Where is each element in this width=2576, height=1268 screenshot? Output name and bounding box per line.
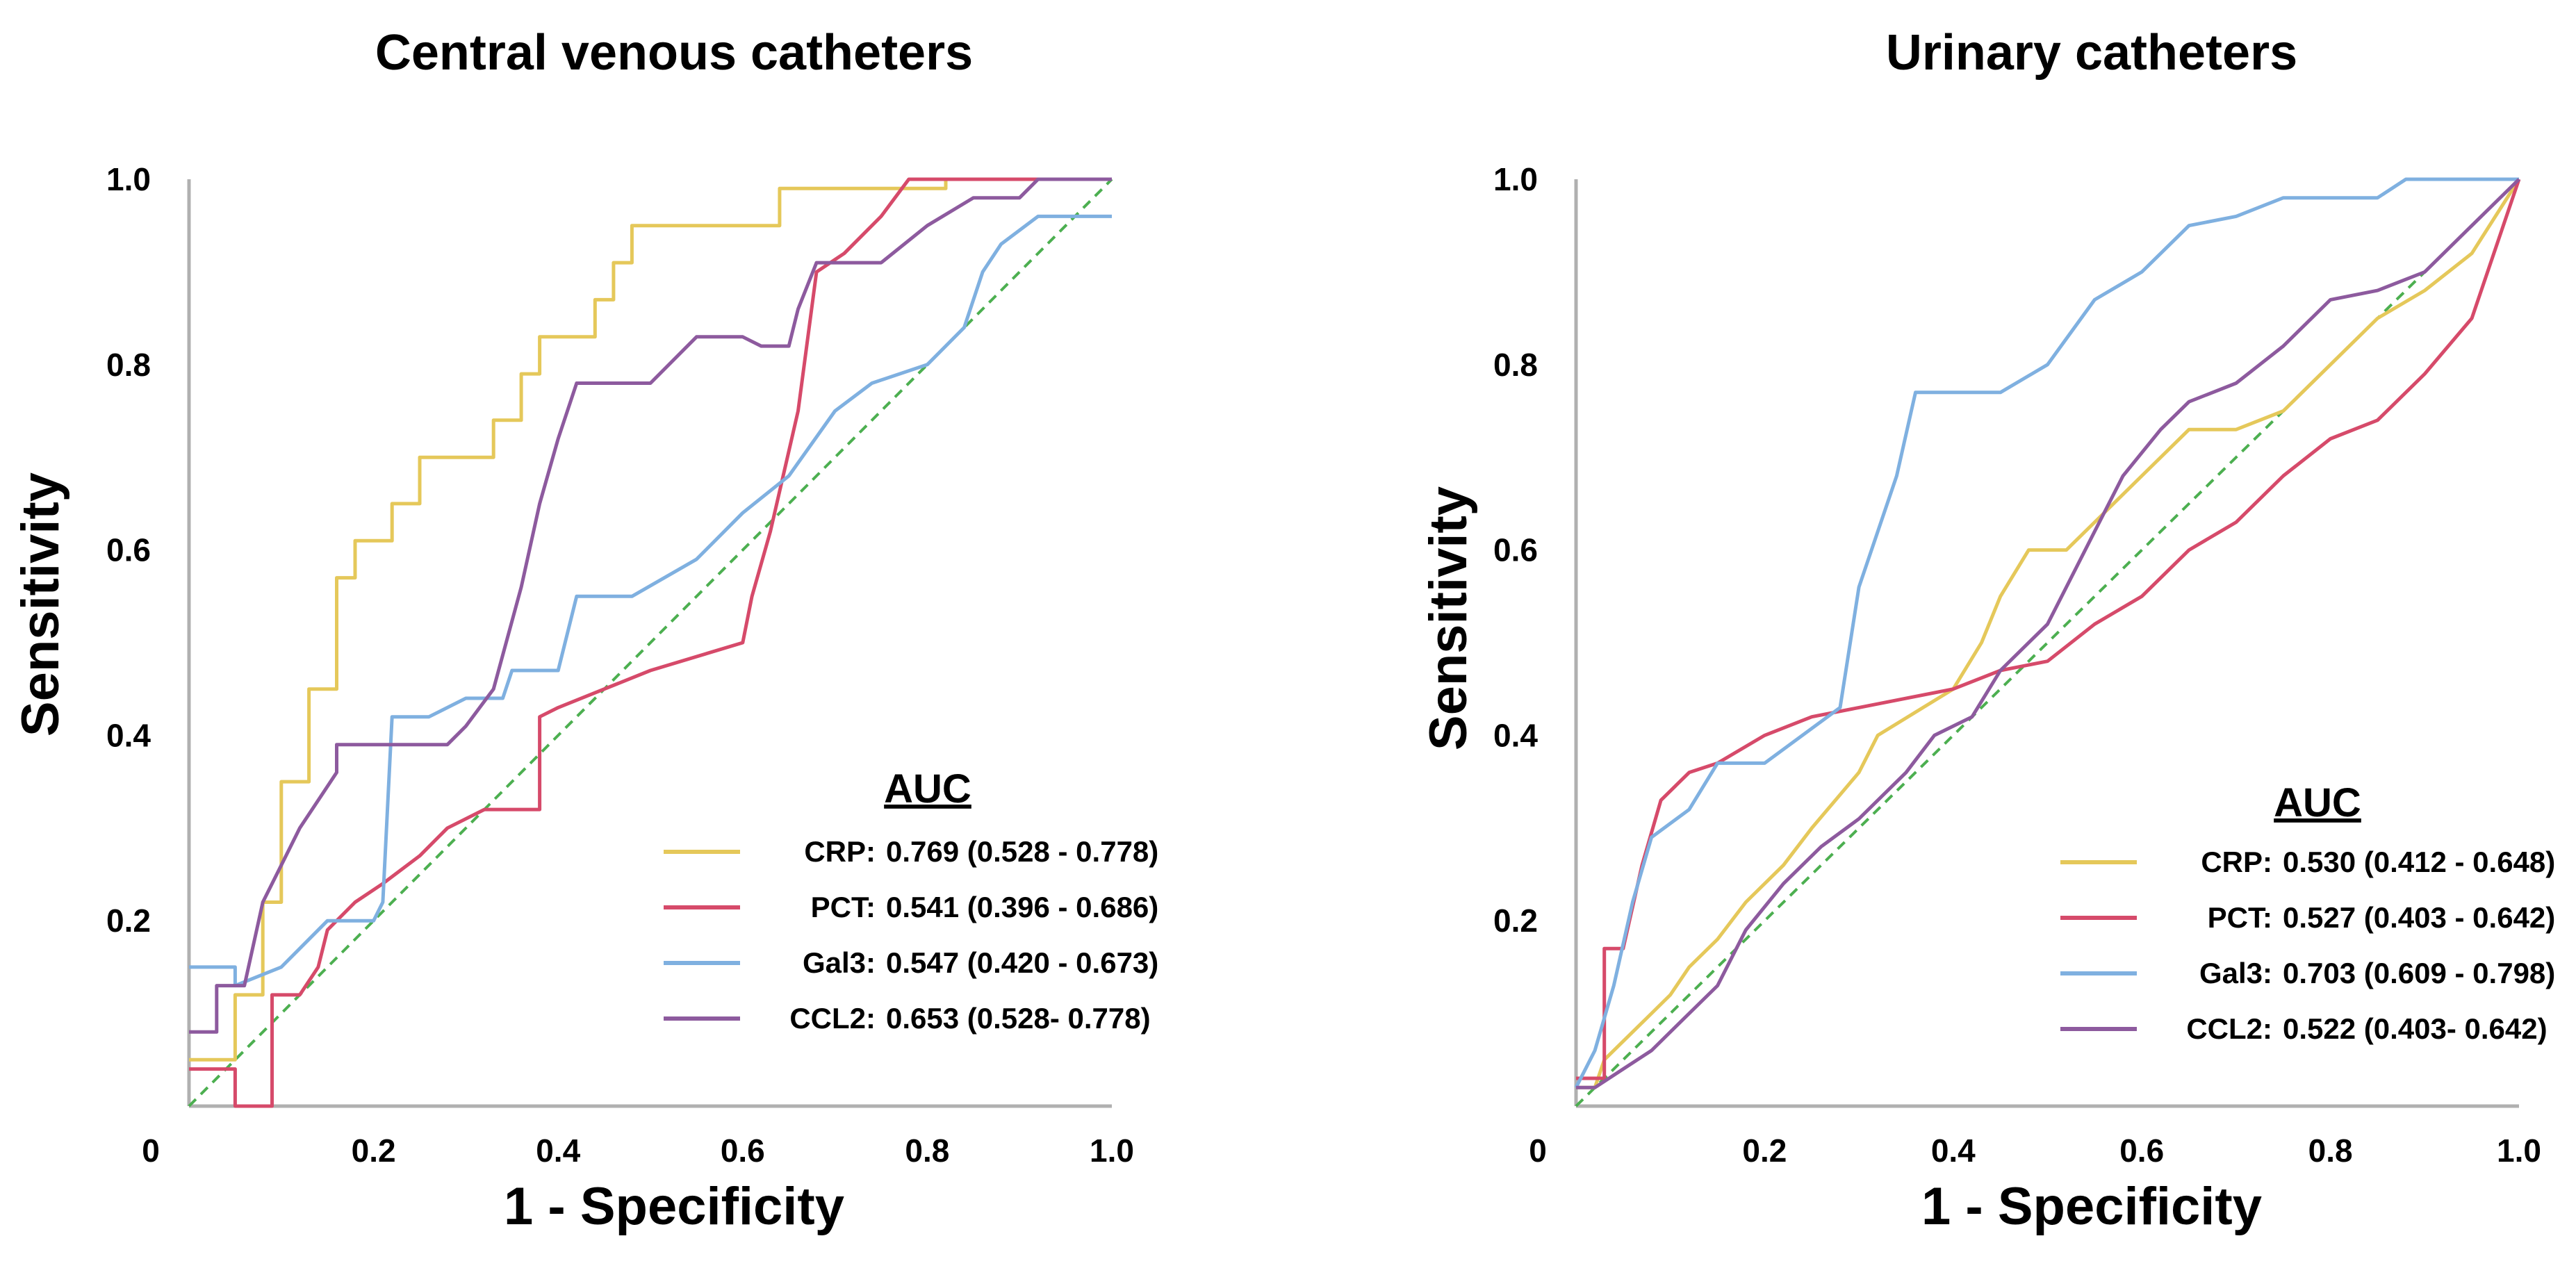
x-axis-label: 1 - Specificity	[504, 1177, 844, 1236]
x-tick-label: 0.6	[721, 1133, 765, 1169]
x-tick-label: 0.8	[905, 1133, 949, 1169]
y-tick-label: 0.4	[1493, 717, 1538, 753]
y-tick-label: 1.0	[106, 161, 151, 197]
chart-title: Urinary catheters	[1886, 25, 2297, 81]
x-tick-label: 1.0	[1090, 1133, 1134, 1169]
series-line-crp	[1576, 178, 2521, 1089]
legend-auc-pct: 0.541 (0.396 - 0.686)	[886, 891, 1158, 923]
x-tick-label: 0.6	[2119, 1133, 2164, 1169]
series-line-ccl2	[1576, 178, 2520, 1089]
y-axis-label: Sensitivity	[11, 472, 70, 736]
x-tick-label: 0.2	[352, 1133, 396, 1169]
series-line-gal3	[1574, 177, 2519, 1089]
legend-label-pct: PCT:	[2208, 901, 2272, 934]
y-tick-label: 0.6	[106, 532, 151, 568]
legend-auc-crp: 0.530 (0.412 - 0.648)	[2283, 846, 2555, 878]
panel-central-venous: Central venous catheters 1 - Specificity…	[11, 25, 1158, 1236]
x-axis-label: 1 - Specificity	[1921, 1177, 2262, 1236]
legend-title: AUC	[884, 766, 971, 812]
y-tick-label: 0.2	[1493, 903, 1538, 939]
x-tick-label: 0	[1529, 1133, 1547, 1169]
y-axis-label: Sensitivity	[1419, 486, 1478, 750]
legend-auc-ccl2: 0.653 (0.528- 0.778)	[886, 1002, 1151, 1035]
legend-label-gal3: Gal3:	[2199, 957, 2272, 989]
y-tick-label: 0.6	[1493, 532, 1538, 568]
legend-auc-ccl2: 0.522 (0.403- 0.642)	[2283, 1012, 2548, 1045]
x-tick-label: 0.4	[1931, 1133, 1976, 1169]
legend-title: AUC	[2274, 780, 2361, 825]
y-tick-label: 0.2	[106, 903, 151, 939]
legend-auc-crp: 0.769 (0.528 - 0.778)	[886, 835, 1158, 868]
x-tick-label: 0.4	[536, 1133, 580, 1169]
legend-auc-gal3: 0.547 (0.420 - 0.673)	[886, 946, 1158, 979]
x-tick-label: 0.2	[1742, 1133, 1787, 1169]
panel-urinary: Urinary catheters 1 - Specificity Sensit…	[1419, 25, 2555, 1236]
y-tick-label: 1.0	[1493, 161, 1538, 197]
series-line-pct	[189, 177, 1112, 1108]
y-tick-label: 0.8	[106, 347, 151, 383]
legend-label-ccl2: CCL2:	[789, 1002, 876, 1035]
x-tick-label: 1.0	[2497, 1133, 2541, 1169]
legend-label-pct: PCT:	[811, 891, 876, 923]
series-line-crp	[189, 177, 1112, 1062]
legend-label-crp: CRP:	[2201, 846, 2272, 878]
legend-label-crp: CRP:	[804, 835, 876, 868]
series-line-pct	[1576, 179, 2521, 1080]
series-line-gal3	[189, 214, 1112, 988]
legend-auc-gal3: 0.703 (0.609 - 0.798)	[2283, 957, 2555, 989]
x-tick-label: 0	[142, 1133, 160, 1169]
x-tick-label: 0.8	[2308, 1133, 2353, 1169]
legend-auc-pct: 0.527 (0.403 - 0.642)	[2283, 901, 2555, 934]
legend-label-ccl2: CCL2:	[2186, 1012, 2272, 1045]
y-tick-label: 0.8	[1493, 347, 1538, 383]
legend-label-gal3: Gal3:	[803, 946, 876, 979]
y-tick-label: 0.4	[106, 717, 151, 753]
series-line-ccl2	[189, 177, 1112, 1034]
chart-title: Central venous catheters	[375, 25, 973, 81]
